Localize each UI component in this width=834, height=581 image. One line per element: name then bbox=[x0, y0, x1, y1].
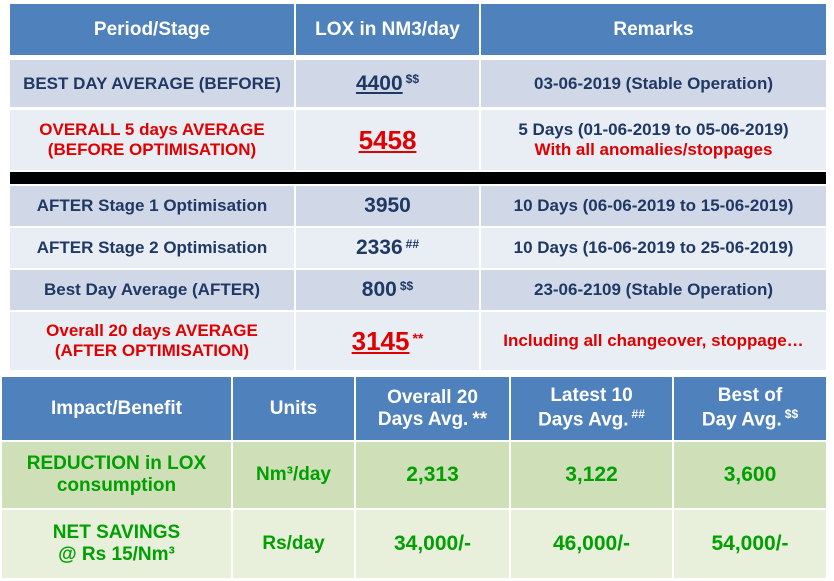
table-row: REDUCTION in LOX consumption bbox=[2, 442, 231, 508]
benefit-label: REDUCTION in LOX bbox=[26, 453, 207, 474]
table-row: 54,000/- bbox=[674, 510, 826, 578]
benefit-value: 3,122 bbox=[565, 463, 618, 486]
header-text: Best of bbox=[717, 385, 783, 407]
table-row: 03-06-2019 (Stable Operation) bbox=[481, 60, 826, 107]
footnote-mark: ** bbox=[472, 408, 488, 430]
header-period-stage: Period/Stage bbox=[10, 4, 294, 55]
stage-label: Overall 20 days AVERAGE bbox=[46, 321, 258, 340]
remarks-text: 23-06-2109 (Stable Operation) bbox=[533, 280, 774, 299]
table-row: 3,600 bbox=[674, 442, 826, 508]
table-row: 34,000/- bbox=[356, 510, 509, 578]
table-row: OVERALL 5 days AVERAGE (BEFORE OPTIMISAT… bbox=[10, 110, 294, 170]
remarks-text: 03-06-2019 (Stable Operation) bbox=[533, 73, 774, 93]
stage-label: (BEFORE OPTIMISATION) bbox=[47, 140, 257, 159]
benefit-value: 2,313 bbox=[406, 463, 459, 486]
footnote-mark: ## bbox=[631, 407, 645, 422]
stage-label: AFTER Stage 1 Optimisation bbox=[36, 196, 268, 215]
header-text: Latest 10 bbox=[550, 385, 633, 407]
header-units: Units bbox=[233, 377, 354, 440]
footnote-mark: ** bbox=[412, 330, 424, 347]
lox-value: 5458 bbox=[358, 124, 417, 155]
stage-label: OVERALL 5 days AVERAGE bbox=[39, 120, 265, 139]
footnote-mark: $$ bbox=[784, 407, 799, 422]
table-row: Nm³/day bbox=[233, 442, 354, 508]
table-row: 3950 bbox=[296, 186, 479, 226]
header-text: Days Avg. bbox=[538, 409, 629, 431]
lox-value: 2336 bbox=[355, 236, 403, 259]
stage-label: Best Day Average (AFTER) bbox=[43, 280, 261, 299]
table-row: BEST DAY AVERAGE (BEFORE) bbox=[10, 60, 294, 107]
header-impact-benefit: Impact/Benefit bbox=[2, 377, 231, 440]
header-lox: LOX in NM3/day bbox=[296, 4, 479, 55]
table-row: 23-06-2109 (Stable Operation) bbox=[481, 270, 826, 310]
lox-value: 3950 bbox=[364, 194, 411, 217]
benefit-value: 54,000/- bbox=[711, 532, 789, 555]
header-best-of: Best of Day Avg. $$ bbox=[674, 377, 826, 440]
table-row: 2,313 bbox=[356, 442, 509, 508]
footnote-mark: $$ bbox=[405, 72, 420, 87]
stage-label: (AFTER OPTIMISATION) bbox=[54, 341, 250, 360]
table-row: Including all changeover, stoppage… bbox=[481, 312, 826, 370]
unit-text: Rs/day bbox=[262, 533, 325, 554]
table-row: 5458 bbox=[296, 110, 479, 170]
table-row: 3,122 bbox=[511, 442, 672, 508]
stage-label: BEST DAY AVERAGE (BEFORE) bbox=[23, 73, 281, 93]
table-row: NET SAVINGS @ Rs 15/Nm³ bbox=[2, 510, 231, 578]
table-row: 5 Days (01-06-2019 to 05-06-2019) With a… bbox=[481, 110, 826, 170]
benefit-label: consumption bbox=[56, 475, 177, 496]
benefit-value: 34,000/- bbox=[393, 532, 472, 555]
table-row: AFTER Stage 2 Optimisation bbox=[10, 228, 294, 268]
table-row: 800 $$ bbox=[296, 270, 479, 310]
unit-text: Nm³/day bbox=[256, 464, 331, 485]
table-row: 2336 ## bbox=[296, 228, 479, 268]
table-row: 4400 $$ bbox=[296, 60, 479, 107]
benefit-value: 3,600 bbox=[723, 463, 777, 486]
separator-bar bbox=[10, 172, 826, 184]
stage-label: AFTER Stage 2 Optimisation bbox=[36, 238, 268, 257]
table-row: 3145 ** bbox=[296, 312, 479, 370]
table-row: Rs/day bbox=[233, 510, 354, 578]
header-text: Day Avg. bbox=[701, 409, 782, 431]
remarks-text: Including all changeover, stoppage… bbox=[503, 331, 804, 350]
benefit-value: 46,000/- bbox=[552, 532, 631, 555]
remarks-text: 5 Days (01-06-2019 to 05-06-2019) bbox=[518, 120, 789, 139]
header-text: Days Avg. bbox=[377, 408, 469, 430]
lox-value: 4400 bbox=[355, 71, 403, 95]
remarks-text: 10 Days (06-06-2019 to 15-06-2019) bbox=[513, 196, 794, 215]
remarks-text: With all anomalies/stoppages bbox=[534, 140, 773, 159]
table-row: Overall 20 days AVERAGE (AFTER OPTIMISAT… bbox=[10, 312, 294, 370]
benefit-label: NET SAVINGS bbox=[52, 522, 181, 543]
header-remarks: Remarks bbox=[481, 4, 826, 55]
table-row: AFTER Stage 1 Optimisation bbox=[10, 186, 294, 226]
footnote-mark: $$ bbox=[399, 278, 414, 293]
table-row: Best Day Average (AFTER) bbox=[10, 270, 294, 310]
header-overall-20: Overall 20 Days Avg. ** bbox=[356, 377, 509, 440]
lox-value: 800 bbox=[361, 278, 397, 301]
table-row: 10 Days (06-06-2019 to 15-06-2019) bbox=[481, 186, 826, 226]
header-text: Impact/Benefit bbox=[51, 397, 182, 419]
header-text: Overall 20 bbox=[387, 386, 478, 408]
benefit-label: @ Rs 15/Nm³ bbox=[58, 544, 175, 565]
remarks-text: 10 Days (16-06-2019 to 25-06-2019) bbox=[513, 238, 794, 257]
table-row: 10 Days (16-06-2019 to 25-06-2019) bbox=[481, 228, 826, 268]
header-latest-10: Latest 10 Days Avg. ## bbox=[511, 377, 672, 440]
footnote-mark: ## bbox=[405, 236, 420, 251]
table-row: 46,000/- bbox=[511, 510, 672, 578]
header-text: Units bbox=[269, 397, 318, 419]
lox-value: 3145 bbox=[351, 325, 410, 356]
